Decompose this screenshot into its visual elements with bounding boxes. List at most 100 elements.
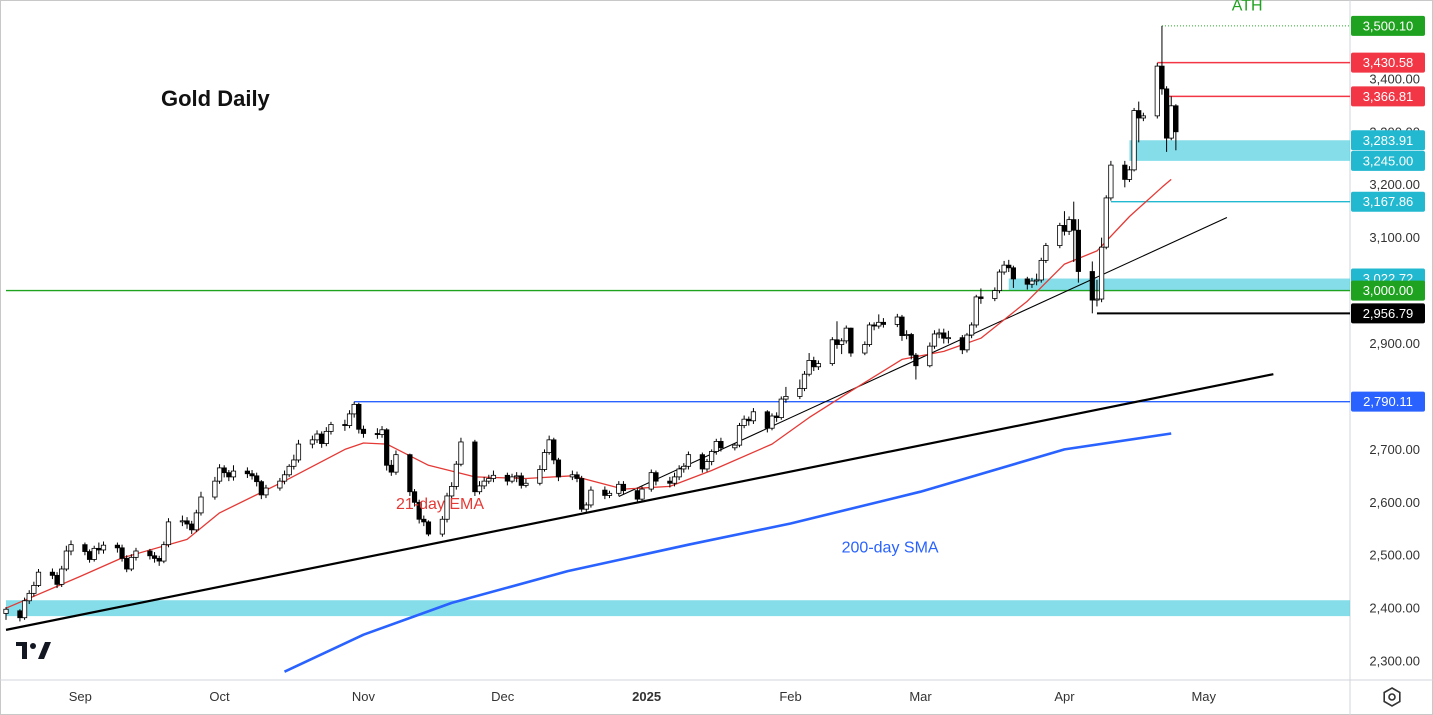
candle	[263, 484, 269, 499]
candle	[1098, 237, 1105, 303]
candle	[165, 518, 172, 548]
chart-annotation: ATH	[1232, 0, 1263, 15]
candle-body	[634, 490, 640, 500]
candle	[992, 287, 998, 302]
candle	[356, 402, 362, 434]
tradingview-logo-icon[interactable]	[16, 642, 51, 659]
candle-body	[179, 520, 186, 523]
candle	[249, 470, 255, 480]
candle-body	[151, 555, 158, 559]
candle	[458, 437, 464, 467]
price-tag-label: 3,167.86	[1363, 194, 1414, 209]
candle-body	[291, 459, 297, 467]
candle	[1154, 62, 1160, 119]
price-tag-label: 3,245.00	[1363, 153, 1414, 168]
candle-body	[778, 398, 784, 419]
candle	[63, 545, 69, 572]
candle	[449, 482, 455, 500]
candle-body	[876, 321, 882, 327]
candle	[602, 486, 608, 500]
candle-body	[959, 337, 965, 351]
candle	[221, 465, 227, 478]
candle-body	[671, 476, 678, 484]
candle-body	[736, 425, 743, 446]
candle-body	[964, 334, 970, 351]
candle-body	[421, 518, 427, 523]
candle-body	[49, 571, 56, 576]
candle-body	[848, 327, 854, 354]
candle-body	[384, 429, 390, 466]
candle-body	[904, 334, 910, 336]
candle	[1126, 166, 1133, 183]
settings-icon[interactable]	[1383, 687, 1401, 707]
price-tag-box	[1351, 150, 1425, 171]
time-tick-label: Dec	[491, 689, 515, 704]
candle-body	[407, 454, 413, 493]
candle	[416, 499, 422, 524]
candle	[31, 581, 37, 597]
candle-body	[927, 345, 933, 367]
candle-body	[91, 547, 97, 560]
candle-body	[681, 465, 687, 470]
candle	[1034, 273, 1040, 286]
candle-body	[226, 472, 232, 478]
price-tick-label: 2,700.00	[1369, 442, 1420, 457]
time-tick-label: 2025	[632, 689, 661, 704]
candle-body	[119, 547, 125, 559]
candle-body	[834, 339, 840, 345]
candle-body	[569, 474, 575, 478]
time-axis[interactable]: Sep Oct Nov Dec 2025 Feb Mar Apr May	[69, 689, 1217, 704]
candle	[346, 410, 353, 429]
candle	[801, 371, 808, 392]
candle	[1131, 107, 1137, 172]
candle	[439, 516, 445, 537]
candle	[490, 470, 497, 483]
candle-body	[908, 334, 914, 356]
candle-body	[277, 480, 283, 489]
candle-body	[996, 271, 1003, 291]
candle	[620, 481, 627, 495]
candle-body	[1066, 219, 1072, 232]
candle-body	[356, 403, 362, 430]
candle	[100, 541, 107, 554]
candle-body	[523, 482, 529, 486]
candle	[193, 509, 199, 532]
candle-body	[295, 443, 302, 461]
candle-body	[1094, 298, 1100, 301]
candle-body	[764, 411, 770, 429]
candle-body	[63, 550, 69, 570]
candle-body	[54, 574, 60, 585]
candle	[411, 489, 418, 507]
candle-body	[685, 454, 692, 467]
candle-body	[346, 413, 353, 426]
candle	[128, 554, 134, 572]
candle	[421, 515, 427, 527]
candle-body	[1024, 278, 1030, 285]
candle	[848, 327, 854, 357]
candle	[551, 437, 557, 465]
price-axis[interactable]: 3,400.003,300.003,200.003,100.002,900.00…	[1369, 71, 1420, 668]
candle-body	[444, 495, 450, 520]
candle-body	[699, 454, 705, 470]
candle-body	[286, 465, 292, 476]
candle	[244, 467, 251, 478]
candle-body	[801, 373, 808, 389]
candle	[579, 475, 585, 512]
candle	[1103, 195, 1109, 250]
candle-body	[309, 439, 315, 445]
candle-body	[189, 523, 195, 531]
candle-body	[606, 492, 613, 496]
candle-body	[96, 547, 102, 551]
candle-body	[1001, 264, 1007, 273]
candle-body	[59, 568, 65, 585]
candle-body	[1057, 225, 1063, 246]
candle-body	[281, 474, 288, 482]
candle	[555, 457, 562, 482]
candle-body	[945, 337, 951, 340]
candle-body	[709, 451, 715, 462]
candle	[899, 314, 905, 341]
price-tick-label: 3,400.00	[1369, 71, 1420, 86]
candle	[718, 437, 724, 452]
